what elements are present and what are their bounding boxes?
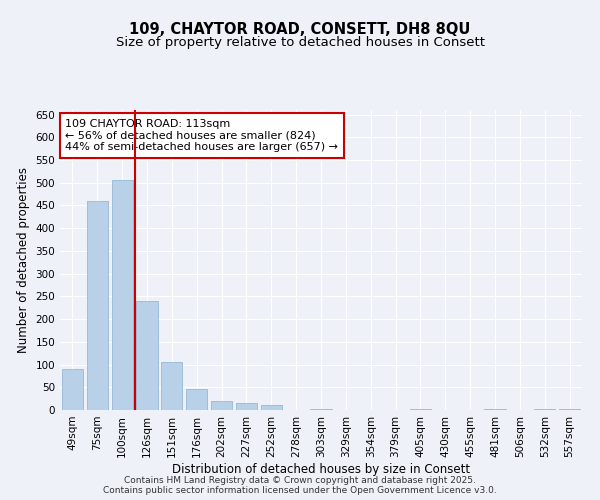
Bar: [484, 409, 506, 410]
Bar: [136, 301, 158, 410]
Bar: [161, 362, 182, 410]
Bar: [186, 388, 207, 410]
Bar: [211, 402, 232, 410]
Bar: [112, 180, 133, 410]
Text: Contains HM Land Registry data © Crown copyright and database right 2025.
Contai: Contains HM Land Registry data © Crown c…: [103, 476, 497, 495]
Bar: [87, 201, 108, 410]
Bar: [559, 409, 580, 410]
Text: Size of property relative to detached houses in Consett: Size of property relative to detached ho…: [115, 36, 485, 49]
Bar: [236, 402, 257, 410]
Y-axis label: Number of detached properties: Number of detached properties: [17, 167, 30, 353]
X-axis label: Distribution of detached houses by size in Consett: Distribution of detached houses by size …: [172, 462, 470, 475]
Bar: [261, 406, 282, 410]
Bar: [534, 409, 555, 410]
Bar: [410, 409, 431, 410]
Bar: [62, 369, 83, 410]
Text: 109 CHAYTOR ROAD: 113sqm
← 56% of detached houses are smaller (824)
44% of semi-: 109 CHAYTOR ROAD: 113sqm ← 56% of detach…: [65, 119, 338, 152]
Bar: [310, 409, 332, 410]
Text: 109, CHAYTOR ROAD, CONSETT, DH8 8QU: 109, CHAYTOR ROAD, CONSETT, DH8 8QU: [130, 22, 470, 38]
